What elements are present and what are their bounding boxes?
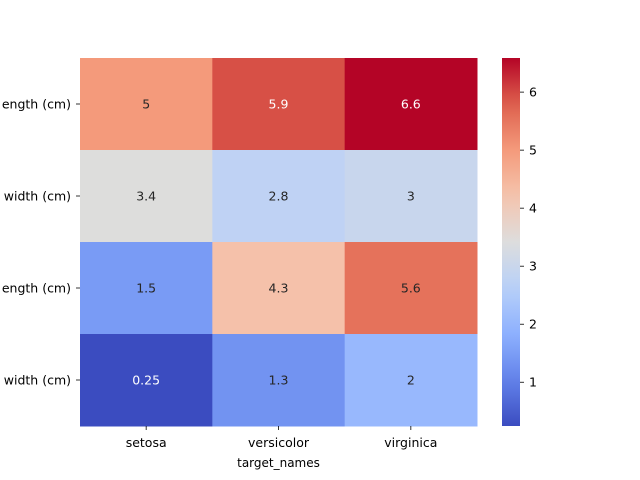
y-axis: ength (cm) width (cm) ength (cm) width (cm) [2,97,80,388]
colorbar-tick-label: 2 [529,317,537,332]
y-tick-label: ength (cm) [2,97,71,112]
cell-value-label: 5 [142,97,150,112]
cell-value-label: 3.4 [136,189,156,204]
y-tick-label: width (cm) [4,373,71,388]
heatmap-cell [212,58,346,151]
heatmap-cell [80,150,213,243]
colorbar-gradient [502,58,520,426]
colorbar-tick-label: 3 [529,259,537,274]
cell-value-label: 0.25 [132,373,160,388]
heatmap-cell [344,242,478,335]
heatmap-cell [344,150,478,243]
cell-value-label: 1.5 [136,281,156,296]
cell-value-label: 2 [407,373,415,388]
y-tick-label: width (cm) [4,189,71,204]
colorbar-tick-label: 6 [529,85,537,100]
cell-value-label: 1.3 [269,373,289,388]
colorbar-ticks: 1 2 3 4 5 6 [520,85,537,390]
heatmap-cells [80,58,478,427]
heatmap-annotations: 5 5.9 6.6 3.4 2.8 3 1.5 4.3 5.6 0.25 1.3 2 [132,97,421,388]
heatmap-cell [212,334,346,427]
cell-value-label: 3 [407,189,415,204]
cell-value-label: 6.6 [401,97,421,112]
heatmap-cell [344,334,478,427]
heatmap-cell [80,242,213,335]
x-axis: setosa versicolor virginica [126,426,437,450]
heatmap-cell [212,150,346,243]
heatmap-cell [212,242,346,335]
heatmap-cell [344,58,478,151]
cell-value-label: 5.9 [269,97,289,112]
heatmap-cell [80,334,213,427]
colorbar-tick-label: 4 [529,201,537,216]
colorbar-tick-label: 1 [529,375,537,390]
x-tick-label: setosa [126,435,167,450]
colorbar: 1 2 3 4 5 6 [502,58,537,426]
y-tick-label: ength (cm) [2,281,71,296]
x-tick-label: virginica [384,435,437,450]
cell-value-label: 2.8 [269,189,289,204]
cell-value-label: 4.3 [269,281,289,296]
heatmap-cell [80,58,213,151]
x-axis-label: target_names [237,456,320,470]
colorbar-tick-label: 5 [529,143,537,158]
cell-value-label: 5.6 [401,281,421,296]
x-tick-label: versicolor [248,435,310,450]
